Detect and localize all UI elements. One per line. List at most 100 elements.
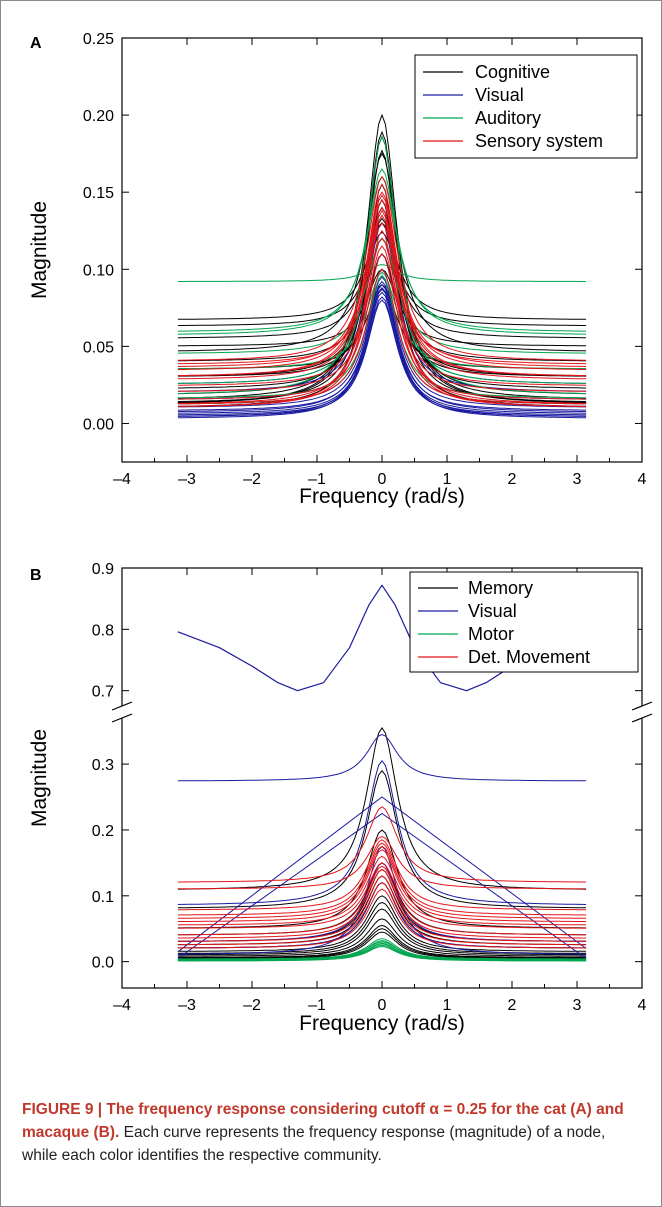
panel-b-series-det-movement-curve [177, 875, 587, 942]
panel-a-axes: –4 –3 –2 –1 0 1 2 3 4 0.00 0.05 0.10 0.15 0.20 0.25 [83, 31, 647, 488]
panel-a-xtick-label: 4 [638, 471, 647, 488]
panel-b-axis-break-gap-right [639, 706, 643, 718]
panel-a-legend-label: Sensory system [475, 131, 603, 151]
panel-a-series-auditory-curve [177, 237, 587, 354]
panel-a-legend-label: Visual [475, 85, 524, 105]
panel-b-xtick-label: 1 [443, 997, 452, 1014]
panel-b-xtick-label: 4 [638, 997, 647, 1014]
panel-a-series-sensory-system-curve [177, 194, 587, 371]
panel-b-series-motor-curve [177, 943, 587, 961]
figure-caption: FIGURE 9 | The frequency response consid… [22, 1098, 642, 1167]
panel-a-series-auditory-curve [177, 274, 587, 399]
panel-a-xtick-label: –2 [243, 471, 261, 488]
panel-a-series-cognitive-curve [177, 152, 587, 352]
panel-b-series-det-movement-curve [177, 865, 587, 936]
panel-a-xtick-label: 2 [508, 471, 517, 488]
panel-b-series-memory-curve [177, 924, 587, 958]
panel-b-ytick-label-upper: 0.8 [92, 622, 114, 639]
panel-b-xtick-label: –4 [113, 997, 131, 1014]
panel-a-series-visual-curve [177, 222, 587, 392]
panel-b-axis-break-mark [631, 713, 653, 723]
panel-a-series-cognitive-curve [177, 130, 587, 399]
panel-a-ylabel: Magnitude [28, 201, 51, 299]
panel-b-legend-label: Visual [468, 601, 517, 621]
panel-a-legend-label: Cognitive [475, 62, 550, 82]
panel-a: A –4 –3 –2 –1 0 1 2 3 40.000.050.100.150.200.25 … [28, 31, 647, 508]
panel-b-xtick-label: 3 [573, 997, 582, 1014]
panel-a-series-sensory-system-curve [177, 191, 587, 367]
panel-b-ytick-label-upper: 0.7 [92, 684, 114, 701]
caption-title: FIGURE 9 | The frequency response consid… [22, 1101, 624, 1141]
panel-a-curves [177, 113, 587, 419]
panel-a-xtick-label: –1 [308, 471, 326, 488]
panel-a-series-sensory-system-curve [177, 175, 587, 361]
panel-a-ytick-label: 0.20 [83, 108, 114, 125]
panel-b-series-visual-curve [177, 759, 587, 905]
panel-a-series-visual-curve [177, 283, 587, 417]
panel-b-series-memory-curve [177, 918, 587, 957]
panel-a-xtick-label: 0 [378, 471, 387, 488]
panel-b-ytick-label-lower: 0.3 [92, 757, 114, 774]
panel-a-series-sensory-system-curve [177, 229, 587, 408]
panel-b-legend: Memory Visual Motor Det. Movement [409, 571, 639, 673]
caption-body: Each curve represents the frequency resp… [22, 1124, 606, 1164]
panel-a-ytick-label: 0.25 [83, 31, 114, 48]
panel-a-label: A [30, 35, 42, 52]
panel-b-ytick-label-upper: 0.9 [92, 561, 114, 578]
panel-a-series-visual-curve [177, 206, 587, 384]
panel-b-xlabel: Frequency (rad/s) [299, 1012, 465, 1035]
panel-a-series-sensory-system-curve [177, 214, 587, 404]
panel-b-series-det-movement-curve [177, 862, 587, 929]
panel-b-series-det-movement-curve [177, 868, 587, 939]
panel-a-series-sensory-system-curve [177, 183, 587, 377]
panel-a-series-auditory-curve [177, 168, 587, 335]
panel-a-series-visual-curve [177, 276, 587, 408]
panel-a-series-auditory-curve [177, 264, 587, 282]
panel-b-ytick-label-lower: 0.2 [92, 823, 114, 840]
panel-b-series-motor-curve [177, 945, 587, 962]
panel-b-series-visual-cross-curve [177, 812, 587, 959]
panel-a-series-cognitive-curve [177, 231, 587, 326]
panel-b-series-det-movement-curve [177, 806, 587, 883]
panel-b-axis-break-mark [631, 701, 653, 711]
panel-a-ytick-label: 0.00 [83, 416, 114, 433]
panel-b-series-visual-curve [177, 733, 587, 782]
panel-a-series-auditory-curve [177, 271, 587, 370]
panel-b-axis-break-gap-left [121, 706, 125, 718]
panel-a-xtick-label: 1 [443, 471, 452, 488]
panel-b-series-det-movement-curve [177, 842, 587, 916]
panel-b-series-visual-cross-curve [177, 796, 587, 953]
panel-a-ytick-label: 0.05 [83, 339, 114, 356]
panel-b-ylabel: Magnitude [28, 729, 51, 827]
panel-a-legend: Cognitive Visual Auditory Sensory system [414, 54, 638, 159]
panel-b-legend-box [409, 571, 639, 673]
panel-b-series-det-movement-curve [177, 845, 587, 919]
panel-a-series-sensory-system-curve [177, 268, 587, 405]
panel-b-series-det-movement-curve [177, 849, 587, 922]
panel-a-series-sensory-system-curve [177, 206, 587, 380]
panel-a-series-visual-curve [177, 287, 587, 419]
figure-chart: A –4 –3 –2 –1 0 1 2 3 40.000.050.100.150.200.25 … [28, 31, 653, 1035]
panel-a-series-cognitive-curve [177, 206, 587, 389]
panel-a-series-visual-curve [177, 296, 587, 416]
panel-a-ytick-label: 0.15 [83, 185, 114, 202]
panel-b-axis-break-mark [111, 713, 133, 723]
panel-a-xtick-label: 3 [573, 471, 582, 488]
panel-b-axis-break-mark [111, 701, 133, 711]
panel-b-legend-label: Motor [468, 624, 514, 644]
panel-a-series-auditory-curve [177, 135, 587, 394]
panel-a-legend-label: Auditory [475, 108, 541, 128]
panel-a-series-visual-curve [177, 288, 587, 411]
panel-a-series-auditory-curve [177, 206, 587, 384]
panel-a-series-cognitive-curve [177, 222, 587, 320]
panel-b-series-memory-curve [177, 726, 587, 890]
panel-b-curves [177, 584, 587, 962]
panel-b-series-memory-curve [177, 928, 587, 959]
panel-a-xtick-label: –4 [113, 471, 131, 488]
panel-b-series-det-movement-curve [177, 855, 587, 926]
panel-b-series-det-movement-curve [177, 888, 587, 949]
panel-b-legend-label: Det. Movement [468, 647, 590, 667]
panel-a-series-sensory-system-curve [177, 253, 587, 400]
panel-b-series-visual-upper-curve [177, 584, 587, 692]
panel-a-series-sensory-system-curve [177, 245, 587, 392]
